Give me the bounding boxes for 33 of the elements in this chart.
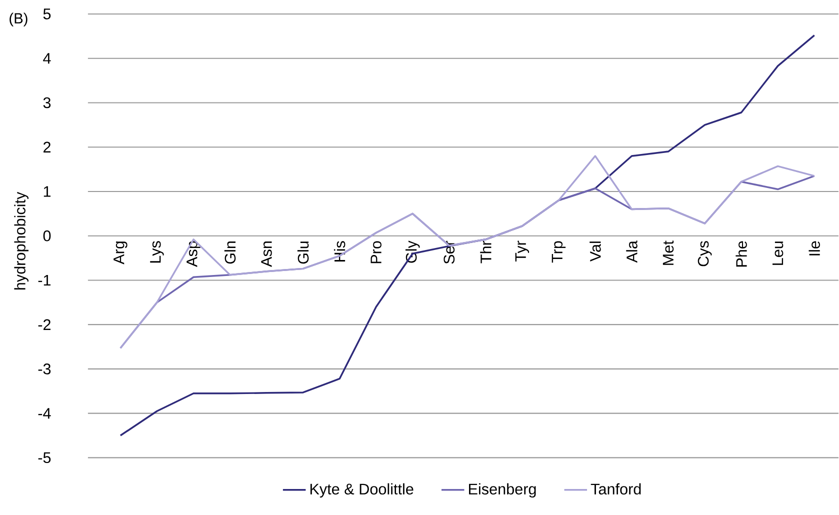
x-tick-label: Ile <box>808 241 820 256</box>
y-tick-label: 2 <box>44 142 50 153</box>
y-tick-label: -5 <box>38 452 51 464</box>
y-tick-label: 1 <box>44 186 51 197</box>
y-tick-label: 4 <box>43 53 51 64</box>
x-tick-label: Lys <box>150 241 164 263</box>
y-tick-label: 5 <box>43 8 51 20</box>
x-tick-label: Phe <box>736 241 747 267</box>
x-tick-label: Ala <box>626 240 638 263</box>
y-tick-label: -3 <box>38 364 51 375</box>
x-tick-label: Ser <box>444 240 455 264</box>
text: (B) <box>10 12 28 27</box>
x-tick-label: Thr <box>480 240 492 264</box>
x-tick-label: Pro <box>370 241 382 264</box>
x-tick-label: Val <box>590 242 601 262</box>
x-tick-label: Cys <box>698 241 712 266</box>
y-tick-label: -1 <box>38 275 51 286</box>
legend-label: Tanford <box>590 483 641 495</box>
y-tick-label: 3 <box>43 97 51 108</box>
x-tick-label: Leu <box>772 242 784 266</box>
legend-label: Eisenberg <box>469 483 536 498</box>
legend-label: Kyte & Doolittle <box>310 483 414 498</box>
x-tick-label: Met <box>662 240 674 266</box>
x-tick-label: Gln <box>224 242 236 264</box>
x-tick-label: Glu <box>297 242 309 264</box>
x-tick-label: Asn <box>261 242 272 268</box>
y-tick-label: -2 <box>38 319 50 330</box>
y-tick-label: 0 <box>43 230 51 242</box>
y-axis-title: hydrophobicity <box>14 192 28 290</box>
y-tick-label: -4 <box>38 408 51 419</box>
x-tick-label: Tyr <box>515 240 530 262</box>
x-tick-label: Arg <box>114 242 128 265</box>
x-tick-label: Trp <box>552 241 566 263</box>
